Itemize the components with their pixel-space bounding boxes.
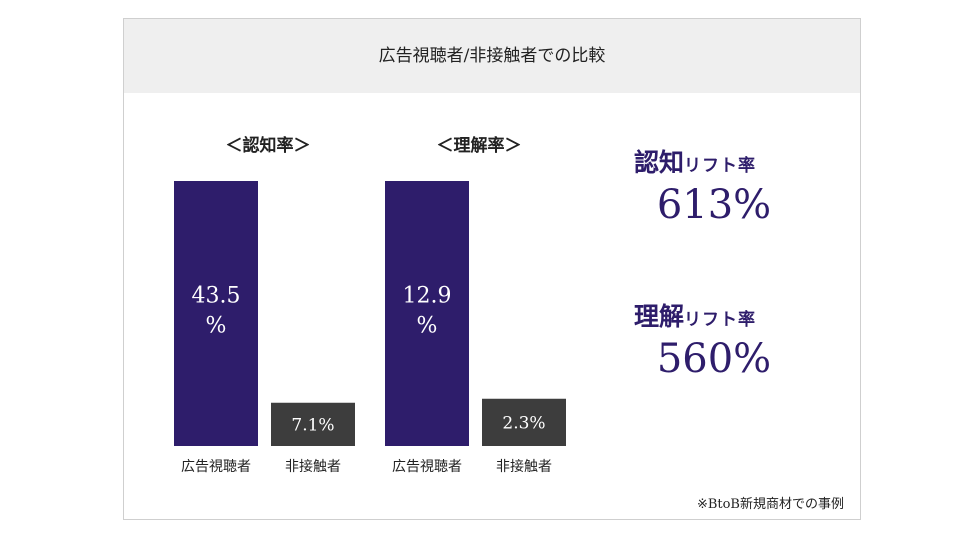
lift-awareness-name: 認知 [634,148,685,177]
footnote: ※BtoB新規商材での事例 [696,497,844,512]
lift-understanding-name: 理解 [634,302,685,331]
chart-title-understanding: ＜理解率＞ [436,136,522,156]
bar-1-1 [482,398,566,446]
bar-value-label-0-0: 43.5% [192,284,241,339]
bar-1-0 [385,181,469,446]
header-bar: 広告視聴者/非接触者での比較 [124,19,860,93]
category-label-nonexposed-awareness: 非接触者 [285,459,341,475]
bar-0-0 [174,181,258,446]
bar-value-label-0-1: 7.1% [291,415,334,435]
lift-understanding-suffix: リフト率 [684,310,757,330]
lift-understanding-value: 560% [656,336,772,382]
lift-awareness-label: 認知リフト率 [634,143,756,179]
category-label-viewers-understanding: 広告視聴者 [392,459,462,475]
bar-value-label-1-0: 12.9% [403,284,452,339]
lift-awareness-suffix: リフト率 [684,156,757,176]
category-label-viewers-awareness: 広告視聴者 [181,459,251,475]
page-title: 広告視聴者/非接触者での比較 [378,46,606,66]
chart-title-awareness: ＜認知率＞ [225,136,311,156]
lift-understanding-label: 理解リフト率 [634,297,756,333]
bar-0-1 [271,402,355,446]
category-label-nonexposed-understanding: 非接触者 [496,459,552,475]
lift-awareness-value: 613% [656,182,772,228]
bar-value-label-1-1: 2.3% [502,413,545,433]
